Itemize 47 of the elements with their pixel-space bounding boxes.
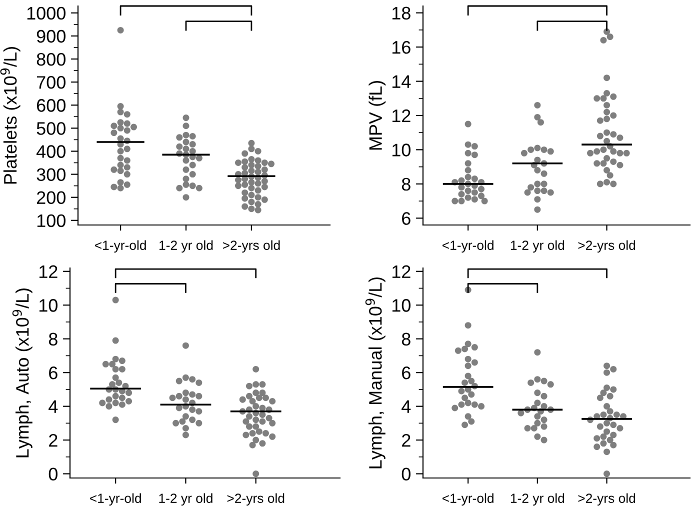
x-tick-label: <1-yr-old — [94, 240, 146, 253]
y-tick-label: 4 — [402, 400, 411, 413]
x-tick-label: >2-yrs old — [578, 240, 636, 253]
y-tick-label: 900 — [36, 30, 66, 43]
y-tick-label: 700 — [37, 76, 66, 89]
x-tick-label: >2-yrs old — [578, 493, 636, 506]
x-tick-label: 1-2 yr old — [510, 240, 564, 253]
x-tick-label: 1-2 yr old — [510, 493, 564, 506]
y-tick-label: 0 — [48, 468, 58, 481]
y-tick-label: 12 — [392, 109, 410, 122]
y-tick-label: 2 — [402, 434, 410, 447]
y-tick-label: 6 — [402, 212, 410, 225]
x-tick-label: <1-yr-old — [442, 493, 494, 506]
y-tick-label: 10 — [39, 299, 58, 312]
x-tick-label: >2-yrs old — [222, 240, 280, 253]
y-axis-title: Lymph, Auto (x10$^{9}$/L) — [12, 288, 32, 458]
x-tick-label: <1-yr-old — [442, 240, 494, 253]
x-tick-label: >2-yrs old — [227, 493, 284, 506]
y-tick-label: 10 — [392, 144, 410, 156]
y-tick-label: 8 — [48, 332, 58, 346]
y-tick-label: 6 — [49, 366, 58, 380]
y-tick-label: 12 — [39, 265, 58, 278]
y-tick-label: 12 — [392, 265, 410, 278]
y-tick-label: 2 — [49, 434, 58, 447]
y-tick-label: 500 — [36, 122, 66, 135]
y-tick-label: 8 — [402, 332, 410, 346]
y-tick-label: 4 — [48, 400, 58, 413]
y-tick-label: 8 — [402, 178, 410, 191]
y-tick-label: 10 — [392, 299, 410, 312]
y-tick-label: 100 — [37, 214, 66, 228]
x-tick-label: 1-2 yr old — [159, 493, 212, 506]
y-tick-label: 1000 — [27, 6, 66, 20]
x-tick-label: 1-2 yr old — [160, 240, 213, 253]
y-axis-title: Lymph, Manual (x10$^{9}$/L) — [365, 277, 386, 468]
y-tick-label: 16 — [392, 40, 410, 54]
y-tick-label: 300 — [36, 168, 66, 182]
y-axis-title: MPV (fL) — [368, 81, 386, 150]
y-tick-label: 400 — [36, 145, 66, 158]
y-tick-label: 800 — [36, 52, 66, 66]
y-tick-label: 600 — [36, 99, 66, 112]
y-tick-label: 18 — [392, 6, 410, 20]
y-axis-title: Platelets (x10$^{9}$/L) — [0, 47, 20, 184]
y-tick-label: 6 — [402, 366, 410, 380]
y-tick-label: 14 — [392, 75, 411, 88]
x-tick-label: <1-yr-old — [90, 493, 141, 506]
y-tick-label: 0 — [402, 468, 410, 481]
y-tick-label: 200 — [36, 191, 66, 204]
